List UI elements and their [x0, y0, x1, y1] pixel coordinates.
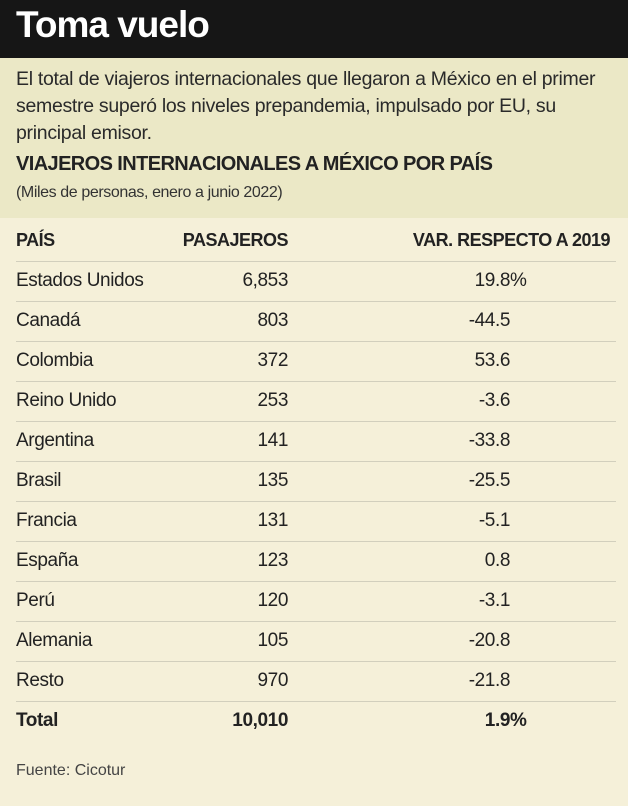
variation: -3.6: [478, 390, 511, 412]
table-row: Colombia 372 53.6: [16, 341, 616, 381]
units-note: (Miles de personas, enero a junio 2022): [16, 184, 283, 201]
table-row: Francia 131 -5.1: [16, 501, 616, 541]
table-row: Resto 970 -21.8: [16, 661, 616, 701]
country: Estados Unidos: [16, 270, 144, 291]
variation: 53.6: [474, 350, 511, 372]
country: Canadá: [16, 310, 81, 331]
country: Resto: [16, 670, 64, 691]
table-row: Argentina 141 -33.8: [16, 421, 616, 461]
passengers: 803: [257, 310, 288, 331]
variation-value: -21.8: [468, 670, 511, 691]
passengers: 105: [257, 630, 288, 651]
table-row: Brasil 135 -25.5: [16, 461, 616, 501]
variation-value: -3.6: [478, 390, 511, 411]
variation: 0.8: [484, 550, 511, 572]
title: Toma vuelo: [16, 4, 210, 45]
country: Perú: [16, 590, 55, 611]
variation-value: -20.8: [468, 630, 511, 651]
lead-text: El total de viajeros internacionales que…: [16, 68, 596, 144]
variation: -21.8: [468, 670, 511, 692]
variation: -44.5: [468, 310, 511, 332]
variation-value: -5.1: [478, 510, 511, 531]
table-row: España 123 0.8: [16, 541, 616, 581]
table-row: Canadá 803 -44.5: [16, 301, 616, 341]
country: Reino Unido: [16, 390, 117, 411]
variation: 19.8%: [474, 270, 527, 292]
source: Fuente: Cicotur: [16, 762, 126, 779]
passengers: 120: [257, 590, 288, 611]
variation: 1.9%: [484, 710, 527, 732]
variation: -20.8: [468, 630, 511, 652]
passengers: 10,010: [232, 710, 288, 731]
passengers: 135: [257, 470, 288, 491]
passengers: 372: [257, 350, 288, 371]
variation-value: 1.9: [484, 710, 511, 731]
table-title: VIAJEROS INTERNACIONALES A MÉXICO POR PA…: [16, 153, 493, 175]
total-row: Total 10,010 1.9%: [16, 701, 616, 741]
variation: -25.5: [468, 470, 511, 492]
variation-value: -44.5: [468, 310, 511, 331]
intro-panel: El total de viajeros internacionales que…: [0, 58, 628, 218]
country: Colombia: [16, 350, 94, 371]
variation: -33.8: [468, 430, 511, 452]
col-header-variation: VAR. RESPECTO A 2019: [412, 230, 611, 250]
variation-value: -25.5: [468, 470, 511, 491]
country: Total: [16, 710, 58, 731]
country: Argentina: [16, 430, 94, 451]
variation-value: -3.1: [478, 590, 511, 611]
variation-value: 53.6: [474, 350, 511, 371]
country: España: [16, 550, 79, 571]
passengers: 253: [257, 390, 288, 411]
passengers: 970: [257, 670, 288, 691]
variation-value: 19.8: [474, 270, 511, 291]
passengers: 6,853: [242, 270, 288, 291]
percent-sign: %: [510, 710, 527, 731]
table-row: Alemania 105 -20.8: [16, 621, 616, 661]
col-header-country: PAÍS: [16, 230, 55, 250]
header-bar: Toma vuelo: [0, 0, 628, 58]
variation-value: 0.8: [484, 550, 511, 571]
country: Alemania: [16, 630, 93, 651]
table-row: Estados Unidos 6,853 19.8%: [16, 261, 616, 301]
percent-sign: %: [510, 270, 527, 291]
table-row: Reino Unido 253 -3.6: [16, 381, 616, 421]
variation-value: -33.8: [468, 430, 511, 451]
table-row: Perú 120 -3.1: [16, 581, 616, 621]
country: Brasil: [16, 470, 62, 491]
passengers: 141: [257, 430, 288, 451]
country: Francia: [16, 510, 77, 531]
variation: -3.1: [478, 590, 511, 612]
passengers: 123: [257, 550, 288, 571]
variation: -5.1: [478, 510, 511, 532]
passengers: 131: [257, 510, 288, 531]
col-header-passengers: PASAJEROS: [182, 230, 289, 250]
